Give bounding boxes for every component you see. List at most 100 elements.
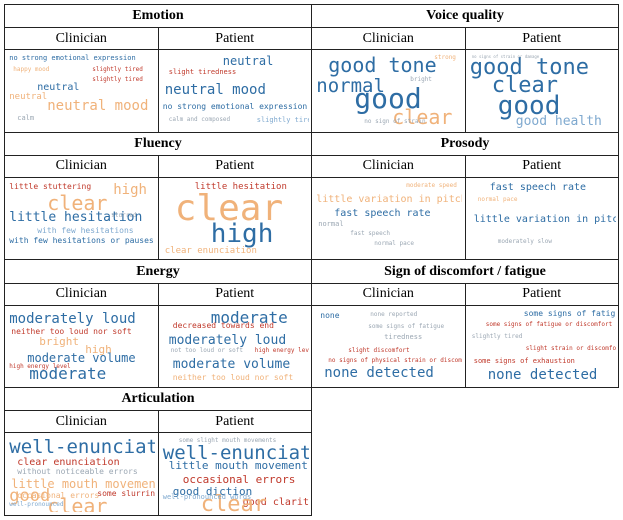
cloud-word: clear (491, 72, 558, 98)
wordcloud-emotion-patient: neutral slight tiredness neutral mood no st… (160, 52, 309, 129)
cloud-word: little mouth movement (11, 477, 156, 492)
cloud-word: moderately loud (9, 311, 136, 328)
cloud-word: neutral (222, 53, 274, 68)
cloud-word: little mouth movement (168, 459, 308, 473)
section-title-fluency: Fluency (4, 131, 312, 156)
wordcloud-prosody-patient: fast speech rate normal pace little variat… (467, 180, 616, 257)
wordcloud-table: Emotion Voice quality Clinician Patient … (4, 3, 619, 516)
cloud-word: slurred (111, 211, 137, 219)
wordcloud-voice-quality-clinician: good tone normal good clear strong bright no s… (314, 52, 463, 129)
cloud-word: high (113, 181, 147, 198)
wordcloud-articulation-patient: some slight mouth movements well-enunciat… (160, 436, 309, 513)
cloud-word: good diction (172, 485, 253, 499)
cloud-word: occasional errors (17, 491, 100, 501)
cloud-word: fast speech rate (334, 207, 431, 219)
cloud-word: clear (47, 494, 108, 513)
section-title-articulation: Articulation (4, 387, 312, 412)
cloud-word: well-pronounced words (162, 493, 252, 502)
subheader-patient: Patient (157, 27, 312, 51)
wordcloud-energy-patient: moderate decreased towards end moderately … (160, 308, 309, 385)
subheader-clinician: Clinician (4, 282, 159, 306)
cloud-word: no sign of strain (364, 117, 426, 125)
cloud-word: slightly tired (92, 75, 143, 83)
cloud-word: moderate (29, 364, 107, 384)
cloud-word: none detected (324, 365, 434, 382)
cloud-word: slightly tired (471, 333, 523, 341)
cloud-word: bright (410, 75, 432, 83)
cloud-word: normal pace (477, 195, 518, 203)
subheader-patient: Patient (157, 154, 312, 178)
cloud-word: some slight mouth movements (178, 437, 277, 445)
cloud-word: bright (39, 335, 79, 349)
cloud-word: no signs of physical strain or discomfor… (328, 357, 463, 365)
cloud-word: neither too loud nor soft (11, 327, 132, 337)
section-title-prosody: Prosody (311, 131, 619, 156)
wordcloud-voice-quality-patient: good tone clear good good health no signs of… (467, 52, 616, 129)
cloud-word: clear enunciation (17, 457, 120, 469)
cloud-word: no strong emotional expression (162, 101, 308, 111)
cloud-word: decreased towards end (172, 321, 274, 331)
cloud-word: slight strain or discomfort (525, 345, 616, 353)
cloud-word: normal (316, 74, 385, 97)
wordcloud-fluency-clinician: little stuttering clear high little hesitat… (7, 180, 156, 257)
cloud-word: strong (434, 53, 456, 61)
cloud-word: some signs of fatigue (368, 323, 445, 331)
cloud-word: high (85, 343, 112, 357)
cloud-word: some signs of fatigue or discomfort (485, 321, 613, 329)
subheader-clinician: Clinician (4, 27, 159, 51)
section-title-discomfort-fatigue: Sign of discomfort / fatigue (311, 259, 619, 284)
wordcloud-fluency-patient: little hesitation clear high clear enunciat… (160, 180, 309, 257)
cloud-word: moderately loud (168, 333, 287, 349)
cloud-word: slightly tired (256, 115, 309, 124)
cloud-word: high energy level (9, 363, 71, 371)
cloud-word: calm (17, 113, 35, 122)
cloud-word: clear enunciation (164, 245, 257, 256)
wordcloud-discomfort-patient: some signs of fatigue some signs of fatig… (467, 308, 616, 385)
cloud-word: moderate (210, 308, 288, 328)
cloud-word: without noticeable errors (17, 467, 138, 477)
cloud-word: normal (318, 219, 344, 228)
subheader-clinician: Clinician (311, 154, 466, 178)
cloud-word: little stuttering (9, 181, 92, 191)
cloud-word: fast speech (350, 229, 390, 237)
subheader-patient: Patient (157, 282, 312, 306)
wordcloud-discomfort-clinician: none none reported some signs of fatigue ti… (314, 308, 463, 385)
cloud-word: neutral mood (47, 97, 149, 114)
section-title-energy: Energy (4, 259, 312, 284)
cloud-word: fast speech rate (489, 181, 587, 193)
cloud-word: high energy level (254, 347, 309, 355)
wordcloud-emotion-clinician: no strong emotional expression slightly t… (7, 52, 156, 129)
subheader-patient: Patient (157, 410, 312, 434)
subheader-clinician: Clinician (4, 410, 159, 434)
cloud-word: good (9, 486, 51, 507)
cloud-word: with few hesitations or pauses (9, 235, 154, 245)
cloud-word: calm and composed (168, 115, 231, 123)
cloud-word: well-pronounced (9, 501, 64, 509)
section-title-voice-quality: Voice quality (311, 3, 619, 29)
cloud-word: moderate volume (172, 357, 291, 373)
cloud-word: slightly tired (92, 65, 143, 73)
cloud-word: moderate volume (27, 351, 136, 366)
cloud-word: slight discomfort (348, 347, 410, 355)
cloud-word: with few hesitations (37, 225, 134, 235)
cloud-word: little hesitation (9, 209, 143, 225)
cloud-word: neutral (37, 81, 80, 93)
cloud-word: clear (392, 104, 453, 129)
cloud-word: well-enunciated (162, 442, 309, 465)
cloud-word: neutral mood (164, 81, 266, 98)
cloud-word: none detected (487, 367, 598, 384)
cloud-word: some slurring (97, 489, 156, 499)
empty-cell (312, 388, 619, 516)
cloud-word: no signs of strain or damage (471, 53, 540, 59)
cloud-word: little hesitation (194, 181, 287, 192)
cloud-word: tiredness (384, 333, 423, 342)
cloud-word: good (354, 81, 422, 115)
cloud-word: moderately slow (497, 237, 552, 245)
wordcloud-articulation-clinician: well-enunciatedclear enunciationwithout … (7, 436, 156, 513)
cloud-word: clear (47, 190, 108, 215)
cloud-word: some signs of exhaustion (473, 357, 575, 366)
subheader-patient: Patient (464, 154, 619, 178)
cloud-word: good (497, 90, 561, 121)
section-title-emotion: Emotion (4, 3, 312, 29)
subheader-patient: Patient (464, 27, 619, 51)
